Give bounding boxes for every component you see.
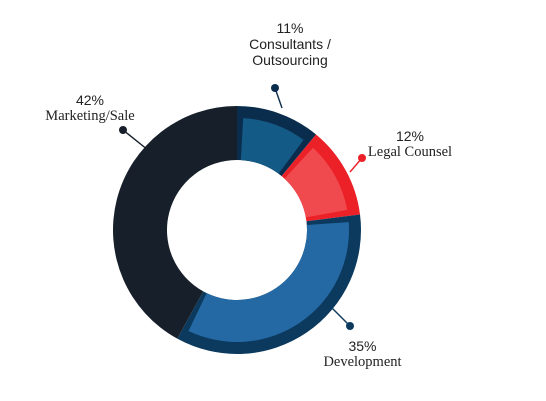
leader-dot-marketing-sale (119, 126, 127, 134)
slice-highlight-legal-counsel (284, 147, 348, 218)
label-legal: 12% Legal Counsel (355, 128, 465, 160)
slice-highlight-consultants-outsourcing (240, 118, 304, 174)
leader-line-marketing-sale (122, 129, 149, 151)
consultants-name-line1: Consultants / (249, 36, 331, 52)
consultants-name-line2: Outsourcing (252, 52, 328, 68)
slice-highlight-development (188, 222, 349, 342)
legal-value-label: 12% (395, 128, 425, 144)
label-marketing: 42% Marketing/Sale (30, 92, 150, 124)
consultants-value-label: 11% (276, 20, 304, 36)
development-name-label: Development (323, 354, 402, 370)
development-value-label: 35% (348, 338, 377, 354)
label-development: 35% Development (305, 338, 420, 370)
leader-line-development (331, 307, 351, 327)
marketing-name-label: Marketing/Sale (45, 108, 135, 124)
leader-dot-consultants-outsourcing (271, 84, 279, 92)
leader-dot-legal-counsel (358, 154, 366, 162)
slice-marketing-sale (113, 106, 237, 339)
marketing-value-label: 42% (75, 92, 105, 108)
legal-name-label: Legal Counsel (367, 144, 453, 160)
leader-dot-development (346, 322, 354, 330)
label-consultants: 11% Consultants / Outsourcing (240, 20, 340, 68)
